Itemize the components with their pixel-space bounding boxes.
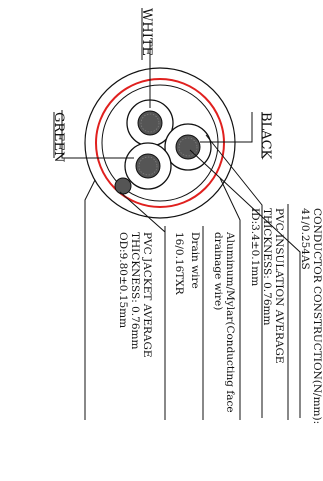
outer-jacket — [84, 67, 236, 219]
spec-pvc-jacket: PVC JACKET AVERAGE THICKNESS: 0.76mm OD:… — [117, 232, 153, 358]
svg-text:THICKNESS: 0.76mm: THICKNESS: 0.76mm — [129, 232, 141, 349]
green-core — [124, 142, 172, 190]
label-green: GREEN — [51, 112, 66, 163]
spec-dividers — [84, 204, 289, 420]
label-black: BLACK — [258, 112, 273, 160]
spec-drain-wire: Drain wire 16/0.16TXR — [173, 232, 201, 296]
svg-text:16/0.16TXR: 16/0.16TXR — [173, 232, 185, 296]
color-label-leaders — [61, 40, 253, 159]
inner-bundle-outline — [101, 84, 219, 202]
spec-conductor-construction: CONDUCTOR CONSTRUCTION(N/mm): 41/0.254AS — [299, 208, 323, 424]
svg-text:PVC INSULATION AVERAGE: PVC INSULATION AVERAGE — [273, 208, 285, 364]
svg-text:Aluminum/Mylar(Conducting face: Aluminum/Mylar(Conducting face — [224, 231, 236, 413]
color-labels: WHITE GREEN BLACK — [51, 8, 273, 163]
label-white: WHITE — [139, 8, 154, 56]
spec-pvc-insulation: PVC INSULATION AVERAGE THICKNESS: 0.76mm… — [249, 208, 285, 364]
svg-text:drainage wire): drainage wire) — [212, 232, 224, 310]
svg-text:Drain wire: Drain wire — [189, 232, 201, 289]
svg-text:THICKNESS: 0.76mm: THICKNESS: 0.76mm — [261, 208, 273, 325]
aluminum-mylar-shield — [95, 78, 225, 208]
svg-text:41/0.254AS: 41/0.254AS — [299, 208, 311, 270]
svg-text:CONDUCTOR CONSTRUCTION(N/mm):: CONDUCTOR CONSTRUCTION(N/mm): — [311, 208, 323, 424]
svg-text:PVC JACKET AVERAGE: PVC JACKET AVERAGE — [141, 232, 153, 358]
spec-aluminum-mylar: Aluminum/Mylar(Conducting face drainage … — [212, 231, 236, 413]
green-leader — [61, 110, 134, 159]
drain-wire — [114, 177, 132, 195]
spec-columns: CONDUCTOR CONSTRUCTION(N/mm): 41/0.254AS… — [117, 208, 323, 424]
svg-text:ID:3.4±0.1mm: ID:3.4±0.1mm — [249, 208, 261, 286]
black-leader — [200, 112, 253, 143]
svg-text:OD:9.80±0.15mm: OD:9.80±0.15mm — [117, 232, 129, 328]
white-core — [126, 99, 174, 147]
